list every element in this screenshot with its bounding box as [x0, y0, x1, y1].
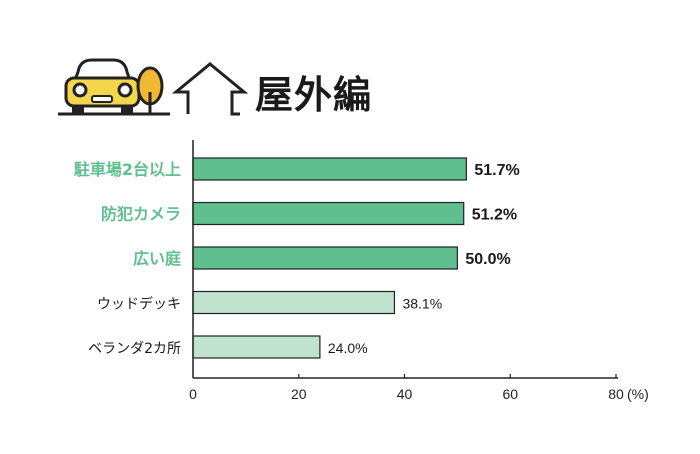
- value-labels: 51.7% 51.2% 50.0% 38.1% 24.0%: [328, 162, 520, 356]
- bar-4: [192, 335, 321, 359]
- axes: 0 20 40 60 80 (%): [189, 140, 649, 402]
- car-icon: [64, 58, 141, 114]
- bar-0: [192, 157, 467, 181]
- bar-1: [192, 201, 465, 226]
- value-label-3: 38.1%: [402, 296, 442, 312]
- x-unit-label: (%): [627, 386, 649, 402]
- category-label-0: 駐車場2台以上: [74, 160, 181, 179]
- x-tick-label-3: 60: [502, 386, 518, 402]
- category-label-4: ベランダ2カ所: [88, 341, 181, 357]
- house-outline-icon: [171, 62, 249, 116]
- page-title: 屋外編: [255, 73, 373, 117]
- value-label-2: 50.0%: [465, 251, 510, 268]
- bar-2: [192, 246, 458, 270]
- category-label-2: 広い庭: [133, 249, 181, 268]
- tree-icon: [136, 66, 164, 114]
- value-label-1: 51.2%: [472, 207, 517, 224]
- x-tick-label-4: 80: [608, 386, 624, 402]
- bars: [192, 157, 467, 359]
- x-tick-label-0: 0: [189, 386, 197, 402]
- x-tick-label-2: 40: [397, 386, 413, 402]
- value-label-4: 24.0%: [328, 340, 368, 356]
- header: 屋外編: [0, 0, 700, 130]
- header-icons: [58, 58, 249, 116]
- bar-3: [192, 290, 396, 315]
- category-label-1: 防犯カメラ: [101, 205, 181, 224]
- category-label-3: ウッドデッキ: [97, 296, 181, 313]
- x-tick-label-1: 20: [291, 386, 307, 402]
- value-label-0: 51.7%: [474, 162, 519, 179]
